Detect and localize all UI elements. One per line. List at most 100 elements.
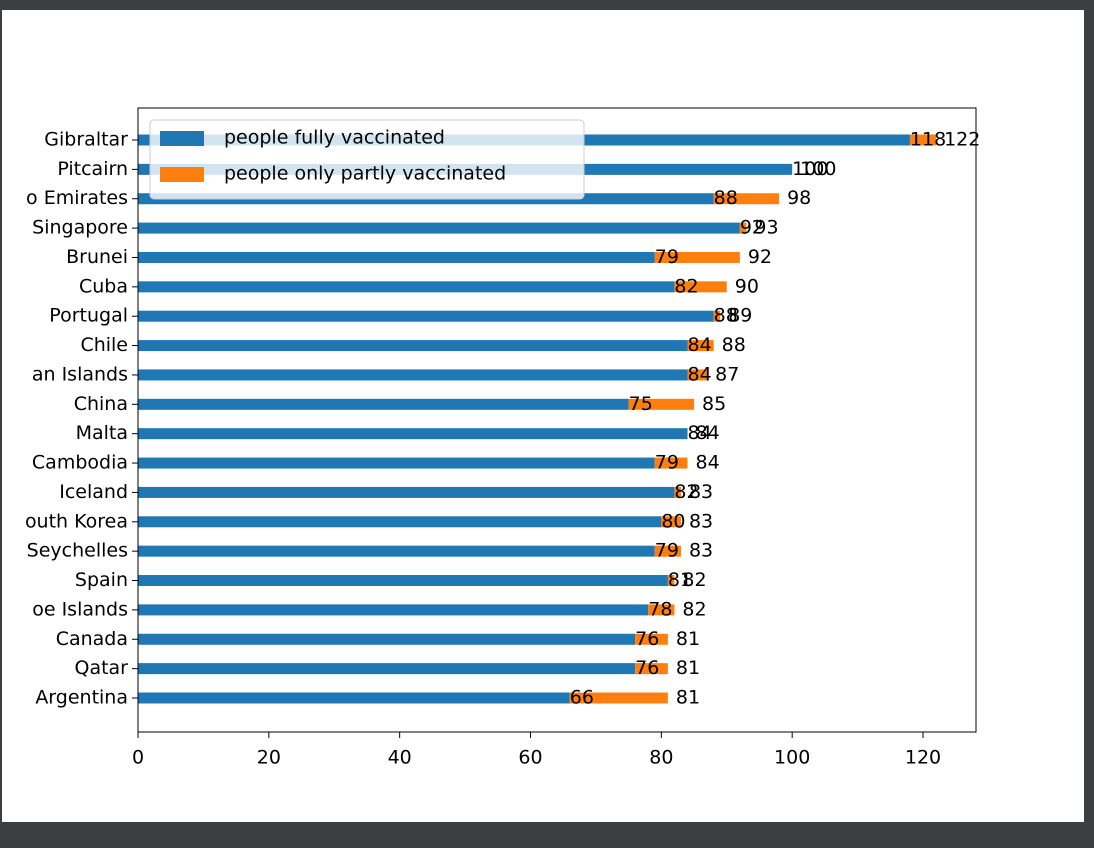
bar-value-label: 84 (688, 363, 712, 385)
bar-value-label: 76 (635, 628, 659, 650)
total-label: 122 (944, 129, 980, 151)
y-tick-label: China (74, 393, 128, 415)
axes-frame (137, 107, 977, 733)
bar-segment (138, 604, 649, 616)
bar-segment (667, 575, 675, 587)
bar-segment (138, 369, 688, 381)
bar-segment (654, 457, 688, 469)
bar-segment (674, 281, 727, 293)
x-tick-label: 20 (257, 747, 281, 769)
bar-value-label: 84 (688, 334, 712, 356)
bar-value-label: 76 (635, 657, 659, 679)
bar-segment (635, 633, 668, 645)
legend-label: people only partly vaccinated (224, 163, 506, 185)
y-tick-label: Cambodia (32, 452, 128, 474)
bar-segment (628, 398, 695, 410)
bar-segment (909, 134, 937, 146)
bar-value-label: 100 (792, 158, 828, 180)
bar-segment (687, 369, 708, 381)
total-label: 83 (689, 481, 713, 503)
bar-segment (138, 633, 636, 645)
y-tick-label: Canada (56, 628, 128, 650)
total-label: 81 (676, 657, 700, 679)
bar-value-label: 66 (570, 687, 594, 709)
x-tick-label: 0 (132, 747, 144, 769)
x-tick-label: 60 (518, 747, 542, 769)
bar-segment (138, 281, 675, 293)
x-tick-label: 120 (905, 747, 941, 769)
bar-value-label: 78 (648, 598, 672, 620)
y-tick-label: Chile (80, 334, 128, 356)
legend-box (149, 119, 585, 200)
legend-label: people fully vaccinated (224, 127, 445, 149)
bar-segment (674, 486, 681, 498)
y-tick-label: Pitcairn (57, 158, 128, 180)
y-tick-label: Iceland (59, 481, 128, 503)
x-tick-label: 40 (388, 747, 412, 769)
bar-segment (138, 222, 740, 234)
y-tick-label: Malta (76, 422, 128, 444)
y-tick-label: an Islands (32, 363, 128, 385)
y-tick-label: oe Islands (32, 598, 128, 620)
total-label: 87 (715, 363, 739, 385)
bar-value-label: 79 (655, 246, 679, 268)
total-label: 83 (689, 540, 713, 562)
total-label: 89 (728, 305, 752, 327)
bar-segment (138, 428, 688, 440)
bar-segment (654, 545, 681, 557)
y-tick-label: Portugal (49, 305, 128, 327)
bar-value-label: 79 (655, 540, 679, 562)
y-tick-label: Gibraltar (44, 129, 128, 151)
bar-segment (739, 222, 747, 234)
y-tick-label: Qatar (74, 657, 128, 679)
y-tick-label: Cuba (79, 275, 128, 297)
bar-segment (138, 398, 629, 410)
x-tick-label: 80 (649, 747, 673, 769)
bar-segment (635, 663, 668, 675)
bar-segment (713, 193, 780, 205)
total-label: 81 (676, 687, 700, 709)
y-tick-label: Spain (75, 569, 128, 591)
total-label: 92 (748, 246, 772, 268)
bar-value-label: 75 (629, 393, 653, 415)
total-label: 82 (682, 598, 706, 620)
y-tick-label: Brunei (66, 246, 128, 268)
bar-segment (138, 663, 636, 675)
bar-segment (138, 545, 655, 557)
total-label: 84 (696, 452, 720, 474)
total-label: 100 (800, 158, 836, 180)
bar-segment (138, 340, 688, 352)
y-tick-label: Singapore (32, 217, 128, 239)
bar-segment (138, 516, 662, 528)
y-tick-label: Argentina (35, 687, 128, 709)
bar-segment (569, 692, 668, 704)
legend-swatch (160, 167, 204, 182)
bar-value-label: 82 (674, 481, 698, 503)
total-label: 83 (689, 510, 713, 532)
total-label: 82 (682, 569, 706, 591)
bar-segment (138, 310, 714, 322)
bar-segment (138, 575, 668, 587)
total-label: 90 (735, 275, 759, 297)
bar-value-label: 118 (910, 129, 946, 151)
bar-value-label: 80 (661, 510, 685, 532)
y-tick-label: outh Korea (25, 510, 128, 532)
total-label: 93 (754, 217, 778, 239)
bar-segment (138, 457, 655, 469)
bar-segment (654, 251, 740, 263)
bar-segment (687, 340, 714, 352)
bar-value-label: 84 (688, 422, 712, 444)
bar-value-label: 88 (714, 305, 738, 327)
bar-segment (138, 692, 570, 704)
total-label: 85 (702, 393, 726, 415)
bar-value-label: 82 (674, 275, 698, 297)
bar-segment (138, 251, 655, 263)
total-label: 98 (787, 187, 811, 209)
bar-value-label: 92 (740, 217, 764, 239)
bar-segment (661, 516, 681, 528)
x-tick-label: 100 (774, 747, 810, 769)
bar-segment (648, 604, 675, 616)
bar-value-label: 79 (655, 452, 679, 474)
